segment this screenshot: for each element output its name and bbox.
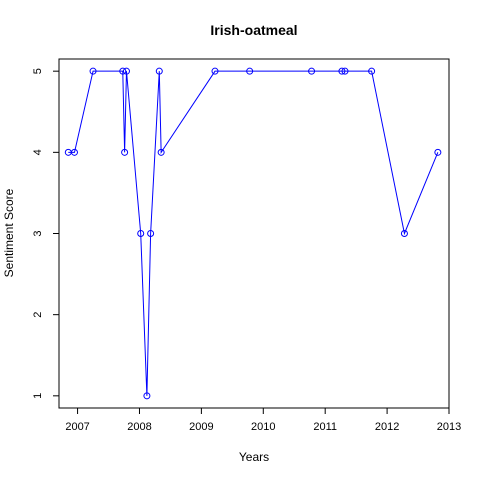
- data-point: [308, 67, 316, 75]
- data-series: [64, 67, 442, 400]
- y-tick-label: 4: [32, 149, 44, 155]
- x-tick-label: 2010: [251, 421, 275, 433]
- y-axis: 1 2 3 4 5: [32, 68, 59, 399]
- data-point: [147, 230, 155, 237]
- data-point: [341, 67, 349, 75]
- data-point: [338, 67, 346, 75]
- x-axis: 2007 2008 2009 2010 2011 2012 2013: [65, 408, 461, 433]
- data-point: [121, 148, 129, 156]
- data-point: [143, 392, 151, 400]
- data-point: [119, 67, 127, 75]
- chart-title: Irish-oatmeal: [210, 22, 297, 38]
- data-point: [137, 230, 145, 237]
- data-point: [434, 148, 442, 156]
- data-point: [70, 148, 78, 156]
- x-tick-label: 2007: [65, 421, 89, 433]
- series-line: [68, 70, 439, 396]
- x-tick-label: 2013: [437, 421, 461, 433]
- y-tick-label: 1: [32, 393, 44, 399]
- plot-frame: [58, 58, 450, 409]
- y-axis-label: Sentiment Score: [2, 188, 16, 277]
- data-point: [122, 67, 130, 75]
- data-point: [400, 230, 408, 237]
- data-point: [211, 67, 219, 75]
- x-axis-label: Years: [239, 450, 269, 464]
- data-point: [157, 148, 165, 156]
- data-point: [246, 67, 254, 75]
- x-tick-label: 2009: [189, 421, 213, 433]
- x-tick-label: 2012: [375, 421, 399, 433]
- y-tick-label: 2: [32, 312, 44, 318]
- y-tick-label: 3: [32, 230, 44, 236]
- data-point: [89, 67, 97, 75]
- data-point: [155, 67, 163, 75]
- x-tick-label: 2011: [313, 421, 337, 433]
- y-tick-label: 5: [32, 68, 44, 74]
- x-tick-label: 2008: [127, 421, 151, 433]
- data-point: [368, 67, 376, 75]
